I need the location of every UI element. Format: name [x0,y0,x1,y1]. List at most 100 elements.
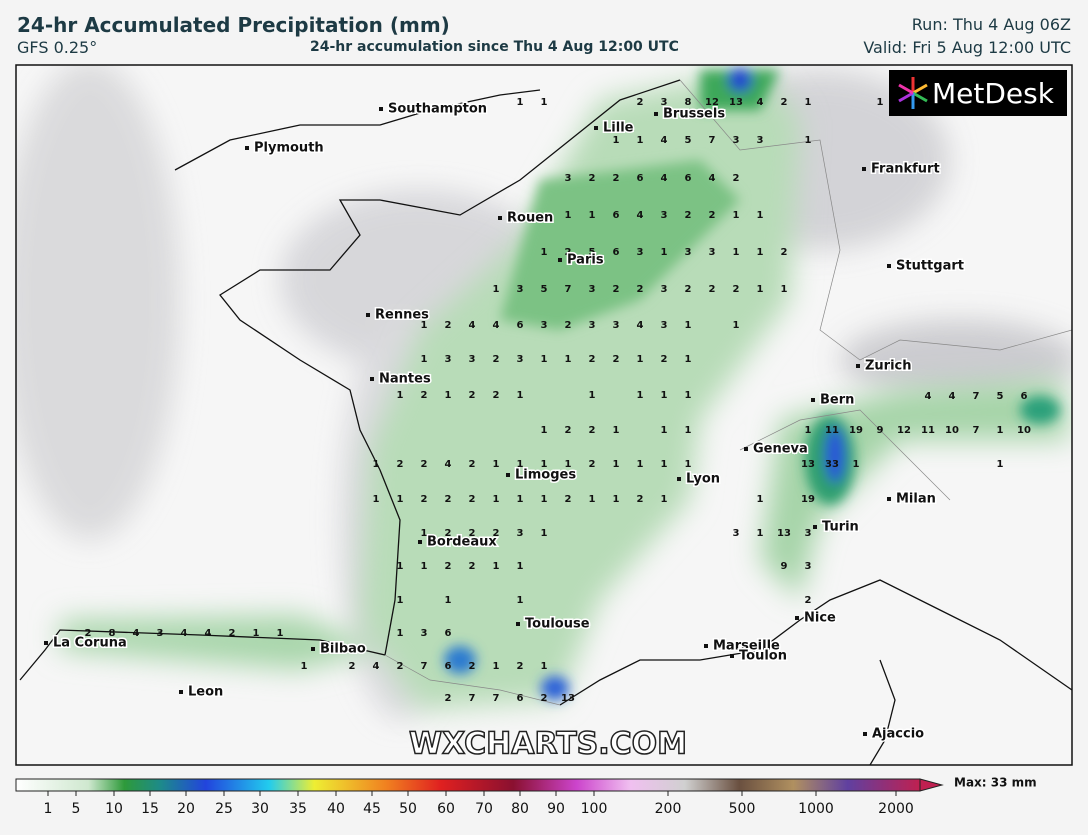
precip-value: 12 [897,425,911,436]
precip-value: 1 [757,494,764,505]
precip-value: 1 [661,494,668,505]
precip-value: 1 [277,628,284,639]
city-marker [498,216,502,220]
precip-value: 1 [685,459,692,470]
precip-value: 2 [565,320,572,331]
city-label: La Coruna [53,636,127,651]
precip-value: 2 [493,528,500,539]
valid: Valid: Fri 5 Aug 12:00 UTC [863,38,1071,57]
precip-value: 1 [997,459,1004,470]
precip-value: 1 [445,390,452,401]
precip-value: 2 [421,390,428,401]
city-label: Toulouse [525,617,590,632]
precip-value: 1 [517,595,524,606]
precip-value: 2 [541,693,548,704]
precip-value: 2 [445,494,452,505]
city-marker [704,644,708,648]
precip-value: 1 [541,354,548,365]
city-label: Stuttgart [896,259,964,274]
precip-value: 4 [661,135,668,146]
precip-value: 13 [777,528,791,539]
precip-value: 1 [397,628,404,639]
precip-value: 3 [445,354,452,365]
precip-value: 10 [1017,425,1031,436]
precip-value: 6 [685,173,692,184]
precip-value: 1 [589,494,596,505]
colorbar-arrow [919,778,944,792]
city-label: Frankfurt [871,162,940,177]
precip-value: 1 [853,459,860,470]
precip-value: 2 [469,390,476,401]
city-marker [887,264,891,268]
precip-value: 2 [589,173,596,184]
precip-value: 2 [469,661,476,672]
colorbar [15,778,921,792]
precip-value: 1 [637,354,644,365]
precip-value: 2 [733,284,740,295]
city-label: Lille [603,121,634,136]
precip-value: 1 [541,494,548,505]
precip-value: 1 [685,390,692,401]
precip-value: 1 [757,247,764,258]
colorbar-label: 80 [511,801,529,817]
precip-value: 2 [445,693,452,704]
city-marker [856,364,860,368]
precip-value: 2 [85,628,92,639]
precip-value: 2 [661,354,668,365]
precip-value: 12 [705,97,719,108]
precip-value: 1 [421,528,428,539]
precip-value: 1 [805,135,812,146]
colorbar-label: 25 [215,801,233,817]
precip-value: 1 [397,494,404,505]
city-marker [677,477,681,481]
precip-value: 1 [541,425,548,436]
precip-value: 3 [637,247,644,258]
precip-value: 3 [661,97,668,108]
colorbar-label: 50 [399,801,417,817]
precip-value: 11 [921,425,935,436]
precip-value: 2 [805,595,812,606]
city-marker [862,167,866,171]
precip-value: 2 [469,494,476,505]
colorbar-label: 100 [581,801,608,817]
city-label: Paris [567,253,604,268]
logo-icon [898,77,928,109]
city-marker [594,126,598,130]
precip-value: 2 [613,354,620,365]
precip-value: 3 [589,320,596,331]
precip-value: 9 [781,561,788,572]
precip-value: 1 [613,135,620,146]
city-marker [418,540,422,544]
precip-value: 2 [637,97,644,108]
precip-value: 7 [709,135,716,146]
precip-value: 2 [781,97,788,108]
colorbar-label: 60 [437,801,455,817]
precip-value: 1 [685,425,692,436]
precip-value: 1 [253,628,260,639]
precip-value: 4 [445,459,452,470]
precip-value: 1 [757,284,764,295]
precip-value: 1 [565,459,572,470]
colorbar-label: 2000 [878,801,914,817]
city-label: Leon [188,685,223,700]
colorbar-label: 30 [251,801,269,817]
precip-value: 1 [397,595,404,606]
precip-value: 3 [661,284,668,295]
precip-value: 3 [157,628,164,639]
precip-value: 2 [397,661,404,672]
precip-value: 1 [373,494,380,505]
precip-value: 4 [661,173,668,184]
precip-value: 2 [421,494,428,505]
precip-value: 1 [613,494,620,505]
precip-value: 4 [493,320,500,331]
precip-value: 2 [445,561,452,572]
precip-value: 1 [733,320,740,331]
precip-value: 6 [613,247,620,258]
precip-value: 6 [445,628,452,639]
colorbar-label: 20 [177,801,195,817]
city-label: Nantes [379,372,431,387]
precip-value: 1 [733,247,740,258]
city-label: Milan [896,492,936,507]
precip-value: 3 [589,284,596,295]
